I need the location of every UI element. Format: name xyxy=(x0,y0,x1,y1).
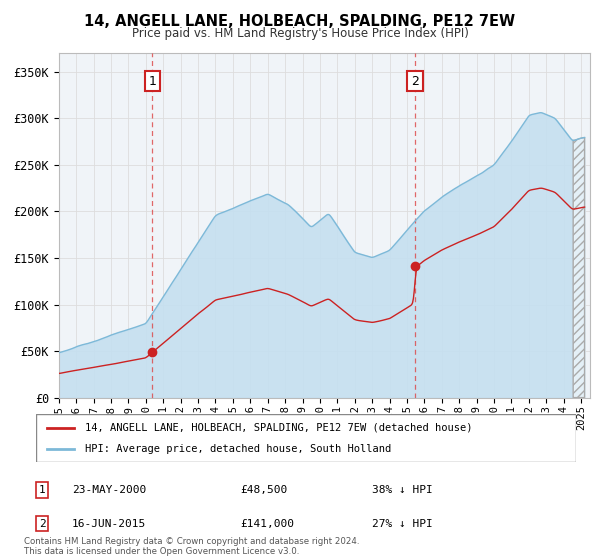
Text: Contains HM Land Registry data © Crown copyright and database right 2024.: Contains HM Land Registry data © Crown c… xyxy=(24,538,359,547)
Text: 14, ANGELL LANE, HOLBEACH, SPALDING, PE12 7EW: 14, ANGELL LANE, HOLBEACH, SPALDING, PE1… xyxy=(85,14,515,29)
Text: 23-MAY-2000: 23-MAY-2000 xyxy=(72,485,146,495)
Text: Price paid vs. HM Land Registry's House Price Index (HPI): Price paid vs. HM Land Registry's House … xyxy=(131,27,469,40)
Text: 1: 1 xyxy=(149,74,157,87)
Text: 27% ↓ HPI: 27% ↓ HPI xyxy=(372,519,433,529)
Text: £48,500: £48,500 xyxy=(240,485,287,495)
Text: 2: 2 xyxy=(38,519,46,529)
Text: £141,000: £141,000 xyxy=(240,519,294,529)
Text: This data is licensed under the Open Government Licence v3.0.: This data is licensed under the Open Gov… xyxy=(24,548,299,557)
Text: 38% ↓ HPI: 38% ↓ HPI xyxy=(372,485,433,495)
Text: 1: 1 xyxy=(38,485,46,495)
FancyBboxPatch shape xyxy=(36,414,576,462)
Text: 14, ANGELL LANE, HOLBEACH, SPALDING, PE12 7EW (detached house): 14, ANGELL LANE, HOLBEACH, SPALDING, PE1… xyxy=(85,423,472,433)
Text: HPI: Average price, detached house, South Holland: HPI: Average price, detached house, Sout… xyxy=(85,444,391,454)
Text: 2: 2 xyxy=(411,74,419,87)
Text: 16-JUN-2015: 16-JUN-2015 xyxy=(72,519,146,529)
